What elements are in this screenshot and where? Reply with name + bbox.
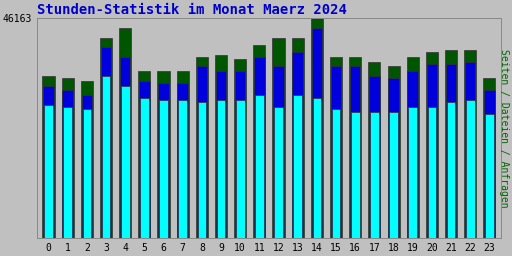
Bar — [159, 100, 168, 238]
Bar — [351, 112, 359, 238]
Text: Stunden-Statistik im Monat Maerz 2024: Stunden-Statistik im Monat Maerz 2024 — [37, 3, 347, 17]
Bar — [158, 83, 169, 238]
Bar — [332, 110, 340, 238]
Bar — [484, 90, 495, 238]
Bar — [43, 86, 54, 238]
Bar — [234, 59, 246, 238]
Bar — [273, 67, 284, 238]
Bar — [466, 100, 475, 238]
Bar — [102, 76, 110, 238]
Bar — [236, 100, 245, 238]
Bar — [119, 28, 131, 238]
Bar — [62, 90, 73, 238]
Bar — [388, 78, 399, 238]
Bar — [42, 76, 55, 238]
Bar — [63, 107, 72, 238]
Bar — [121, 86, 130, 238]
Bar — [178, 83, 188, 238]
Bar — [254, 57, 265, 238]
Bar — [426, 64, 437, 238]
Bar — [428, 107, 436, 238]
Bar — [349, 57, 361, 238]
Bar — [312, 28, 322, 238]
Bar — [409, 107, 417, 238]
Bar — [255, 95, 264, 238]
Bar — [139, 81, 150, 238]
Bar — [61, 78, 74, 238]
Bar — [215, 55, 227, 238]
Bar — [198, 102, 206, 238]
Bar — [293, 95, 302, 238]
Bar — [389, 112, 398, 238]
Bar — [483, 78, 496, 238]
Bar — [178, 100, 187, 238]
Bar — [447, 102, 455, 238]
Bar — [330, 57, 342, 238]
Bar — [408, 71, 418, 238]
Bar — [235, 71, 245, 238]
Bar — [101, 47, 111, 238]
Bar — [446, 64, 456, 238]
Bar — [407, 57, 419, 238]
Bar — [350, 67, 360, 238]
Bar — [311, 18, 323, 238]
Bar — [100, 38, 112, 238]
Bar — [312, 98, 321, 238]
Bar — [138, 71, 151, 238]
Bar — [81, 81, 93, 238]
Bar — [370, 112, 379, 238]
Bar — [82, 110, 91, 238]
Y-axis label: Seiten / Dateien / Anfragen: Seiten / Dateien / Anfragen — [499, 49, 509, 207]
Bar — [197, 67, 207, 238]
Bar — [426, 52, 438, 238]
Bar — [44, 105, 53, 238]
Bar — [217, 100, 225, 238]
Bar — [369, 76, 380, 238]
Bar — [216, 71, 226, 238]
Bar — [368, 62, 380, 238]
Bar — [81, 95, 92, 238]
Bar — [292, 52, 303, 238]
Bar — [388, 67, 399, 238]
Bar — [177, 71, 189, 238]
Bar — [445, 50, 457, 238]
Bar — [158, 71, 169, 238]
Bar — [465, 62, 476, 238]
Bar — [272, 38, 285, 238]
Bar — [196, 57, 208, 238]
Bar — [120, 57, 131, 238]
Bar — [331, 67, 342, 238]
Bar — [253, 45, 265, 238]
Bar — [464, 50, 476, 238]
Bar — [485, 114, 494, 238]
Bar — [140, 98, 148, 238]
Bar — [292, 38, 304, 238]
Bar — [274, 107, 283, 238]
